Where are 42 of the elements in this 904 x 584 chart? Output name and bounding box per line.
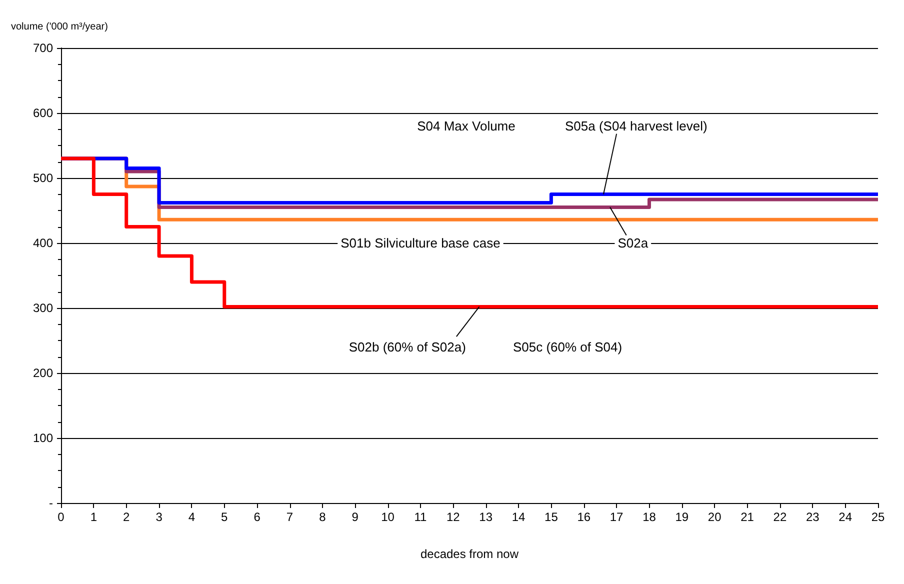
y-tick-label: 600 (32, 106, 54, 120)
x-tick-label: 4 (188, 510, 196, 524)
y-tick-label: 100 (32, 431, 54, 445)
x-tick-label: 22 (773, 510, 787, 524)
x-tick-label: 14 (512, 510, 526, 524)
x-tick-label: 23 (806, 510, 820, 524)
x-tick-label: 18 (642, 510, 656, 524)
x-tick-label: 6 (254, 510, 261, 524)
x-tick-label: 16 (577, 510, 591, 524)
x-tick-label: 5 (221, 510, 228, 524)
y-tick-label: 300 (32, 301, 54, 315)
y-axis-title: volume ('000 m³/year) (11, 22, 108, 32)
annotation: S04 Max Volume (417, 118, 516, 134)
x-tick-label: 3 (156, 510, 163, 524)
annotation: S01b Silviculture base case (340, 236, 500, 250)
x-tick-label: 1 (90, 510, 98, 524)
x-tick-label: 12 (446, 510, 460, 524)
y-tick-label: - (49, 496, 53, 510)
annotation: S05c (60% of S04) (512, 340, 622, 354)
annotation: S02a (618, 236, 649, 250)
x-tick-label: 11 (414, 510, 428, 524)
y-tick-label: 700 (32, 41, 54, 55)
x-tick-label: 0 (58, 510, 65, 524)
x-tick-label: 9 (352, 510, 359, 524)
y-tick-label: 400 (32, 236, 54, 250)
x-tick-label: 20 (708, 510, 722, 524)
x-tick-label: 2 (123, 510, 130, 524)
x-tick-label: 8 (319, 510, 326, 524)
x-tick-label: 7 (286, 510, 294, 524)
x-tick-label: 21 (740, 510, 754, 524)
x-axis-title: decades from now (420, 547, 519, 561)
x-tick-label: 15 (544, 510, 558, 524)
y-tick-label: 200 (32, 366, 54, 380)
x-tick-label: 25 (871, 510, 885, 524)
y-tick-label: 500 (32, 171, 54, 185)
annotation: S02b (60% of S02a) (348, 340, 466, 354)
x-tick-label: 10 (381, 510, 395, 524)
x-tick-label: 19 (675, 510, 689, 524)
x-tick-label: 13 (479, 510, 493, 524)
x-tick-label: 17 (610, 510, 624, 524)
x-tick-label: 24 (838, 510, 852, 524)
annotation: S05a (S04 harvest level) (564, 118, 708, 134)
